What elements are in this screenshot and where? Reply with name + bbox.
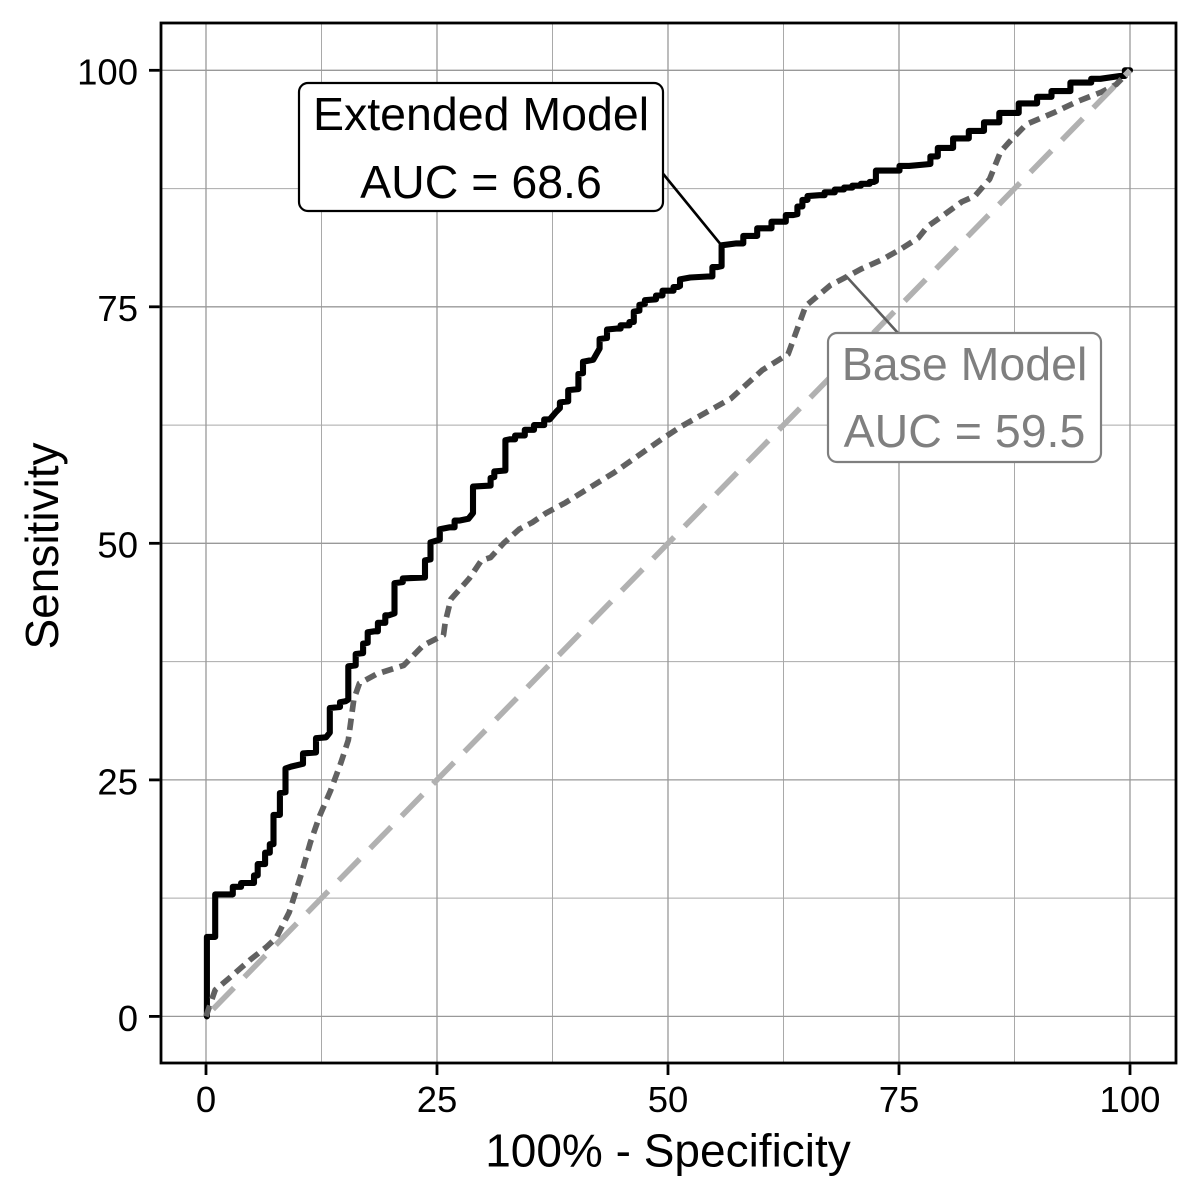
svg-text:AUC = 59.5: AUC = 59.5 [844,405,1086,457]
svg-text:0: 0 [196,1079,216,1120]
svg-text:100% - Specificity: 100% - Specificity [485,1124,851,1176]
svg-text:0: 0 [118,998,138,1039]
svg-text:100: 100 [1100,1079,1161,1120]
svg-text:25: 25 [97,761,138,802]
svg-text:75: 75 [879,1079,920,1120]
svg-text:50: 50 [648,1079,689,1120]
svg-text:Sensitivity: Sensitivity [16,442,68,649]
svg-text:AUC = 68.6: AUC = 68.6 [360,156,602,208]
svg-text:Base Model: Base Model [842,338,1088,390]
svg-text:100: 100 [77,52,138,93]
svg-text:Extended Model: Extended Model [313,88,649,140]
svg-text:25: 25 [417,1079,458,1120]
svg-text:50: 50 [97,525,138,566]
svg-text:75: 75 [97,288,138,329]
